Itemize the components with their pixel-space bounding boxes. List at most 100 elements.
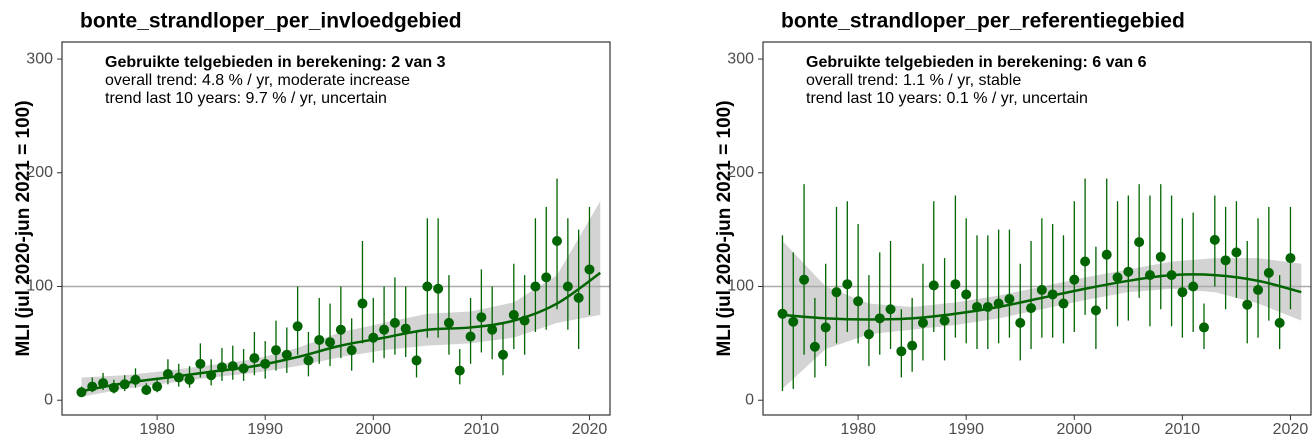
plot-frame [762,41,1312,416]
data-point [379,324,390,335]
data-point [314,334,325,345]
data-point [130,374,141,385]
data-point [1069,274,1080,285]
data-point [928,280,939,291]
data-point [1285,253,1296,264]
x-tick-label: 2020 [1273,421,1309,438]
data-point [454,365,465,376]
data-point [896,346,907,357]
data-point [1101,249,1112,260]
data-point [519,315,530,326]
data-point [972,301,983,312]
data-point [195,358,206,369]
data-point [1209,234,1220,245]
data-point [238,363,249,374]
data-point [907,340,918,351]
data-point [173,372,184,383]
data-point [562,281,573,292]
data-point [422,281,433,292]
data-point [1263,267,1274,278]
data-point [1177,287,1188,298]
trend-line [782,273,1302,321]
x-tick-label: 2020 [572,421,608,438]
annotation: Gebruikte telgebieden in berekening: 6 v… [806,54,1147,71]
annotation: trend last 10 years: 0.1 % / yr, uncerta… [806,90,1088,107]
data-point [141,384,152,395]
data-point [1036,284,1047,295]
data-point [119,379,130,390]
data-point [476,312,487,323]
data-point [411,355,422,366]
data-point [1166,270,1177,281]
data-point [1112,272,1123,283]
chart-title: bonte_strandloper_per_referentiegebied [781,10,1185,33]
data-point [777,308,788,319]
data-point [162,369,173,380]
data-point [961,289,972,300]
data-point [831,287,842,298]
data-point [982,301,993,312]
x-tick-label: 2010 [1165,421,1201,438]
data-point [1198,322,1209,333]
y-tick-label: 300 [727,50,754,67]
data-point [389,317,400,328]
data-point [292,321,303,332]
data-point [335,324,346,335]
data-point [853,296,864,307]
data-point [1144,270,1155,281]
data-point [346,345,357,356]
data-point [993,298,1004,309]
y-tick-label: 300 [26,50,53,67]
y-axis-label: MLI (jul 2020-jun 2021 = 100) [13,100,34,356]
y-tick-label: 0 [745,391,754,408]
data-point [184,374,195,385]
y-tick-label: 100 [727,278,754,295]
chart-title: bonte_strandloper_per_invloedgebied [80,10,462,33]
data-point [152,381,163,392]
data-point [1220,255,1231,266]
data-point [573,292,584,303]
data-point [260,358,271,369]
data-point [863,329,874,340]
data-point [950,279,961,290]
data-point [1058,298,1069,309]
data-point [508,309,519,320]
data-point [1015,317,1026,328]
x-tick-label: 1980 [840,421,876,438]
data-point [281,349,292,360]
data-point [820,322,831,333]
data-point [1026,303,1037,314]
y-axis-label: MLI (jul 2020-jun 2021 = 100) [714,100,735,356]
data-point [400,323,411,334]
x-tick-label: 1990 [247,421,283,438]
data-point [249,353,260,364]
y-tick-label: 0 [44,391,53,408]
data-point [271,345,282,356]
data-point [368,332,379,343]
data-point [108,382,119,393]
data-point [357,298,368,309]
data-point [487,324,498,335]
data-point [1080,256,1091,267]
data-point [433,283,444,294]
data-point [443,317,454,328]
data-point [1274,317,1285,328]
data-point [465,331,476,342]
data-point [325,337,336,348]
annotation: overall trend: 4.8 % / yr, moderate incr… [105,72,410,89]
data-point [939,315,950,326]
annotation: trend last 10 years: 9.7 % / yr, uncerta… [105,90,387,107]
data-point [885,304,896,315]
data-point [530,281,541,292]
data-point [76,387,87,398]
x-tick-label: 2010 [464,421,500,438]
data-point [87,381,98,392]
x-tick-label: 2000 [1056,421,1092,438]
annotation: Gebruikte telgebieden in berekening: 2 v… [105,54,446,71]
data-point [1123,266,1134,277]
data-point [1188,281,1199,292]
data-point [552,236,563,247]
y-tick-label: 200 [26,164,53,181]
data-point [1253,284,1264,295]
